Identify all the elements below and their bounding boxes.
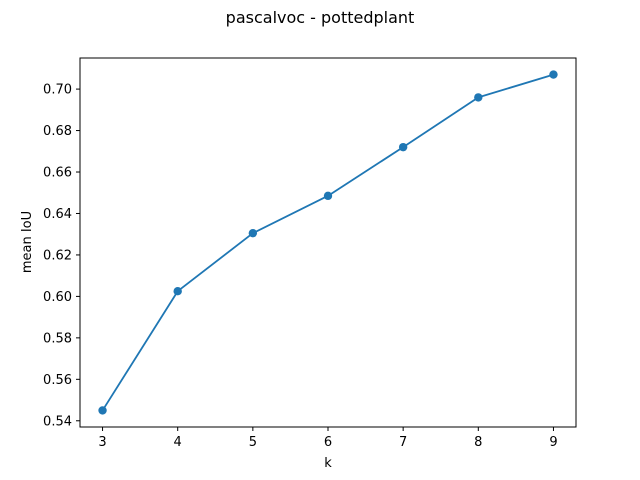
x-tick-label: 6 bbox=[324, 435, 332, 450]
y-tick-label: 0.68 bbox=[43, 124, 72, 139]
y-tick-label: 0.66 bbox=[43, 166, 72, 181]
y-axis-label: mean IoU bbox=[20, 211, 35, 273]
data-point bbox=[549, 70, 558, 79]
data-point bbox=[173, 287, 182, 296]
series-line bbox=[101, 73, 554, 411]
x-tick-label: 8 bbox=[474, 435, 482, 450]
data-point bbox=[474, 93, 483, 102]
y-tick-label: 0.56 bbox=[43, 373, 72, 388]
x-tick-label: 4 bbox=[174, 435, 182, 450]
chart-title: pascalvoc - pottedplant bbox=[226, 8, 415, 27]
x-tick-label: 9 bbox=[549, 435, 557, 450]
data-point bbox=[248, 228, 258, 238]
x-axis: 3 4 5 6 7 8 9 bbox=[98, 427, 558, 450]
plot-frame bbox=[79, 57, 577, 428]
x-tick-label: 5 bbox=[249, 435, 257, 450]
plot-area: 3 4 5 6 7 8 9 0.54 0.56 0.58 0.60 0.62 0.64 0.66 0.68… bbox=[43, 57, 577, 450]
series-layer bbox=[98, 70, 558, 415]
y-axis: 0.54 0.56 0.58 0.60 0.62 0.64 0.66 0.68 0.70 bbox=[43, 83, 80, 429]
x-axis-label: k bbox=[324, 456, 332, 471]
data-point bbox=[398, 142, 408, 152]
y-tick-label: 0.62 bbox=[43, 248, 72, 263]
x-tick-label: 7 bbox=[399, 435, 407, 450]
y-tick-label: 0.70 bbox=[43, 83, 72, 98]
data-point bbox=[323, 191, 333, 201]
y-tick-label: 0.64 bbox=[43, 207, 72, 222]
y-tick-label: 0.58 bbox=[43, 331, 72, 346]
data-point bbox=[98, 406, 107, 415]
x-tick-label: 3 bbox=[98, 435, 106, 450]
y-tick-label: 0.54 bbox=[43, 414, 72, 429]
y-tick-label: 0.60 bbox=[43, 290, 72, 305]
